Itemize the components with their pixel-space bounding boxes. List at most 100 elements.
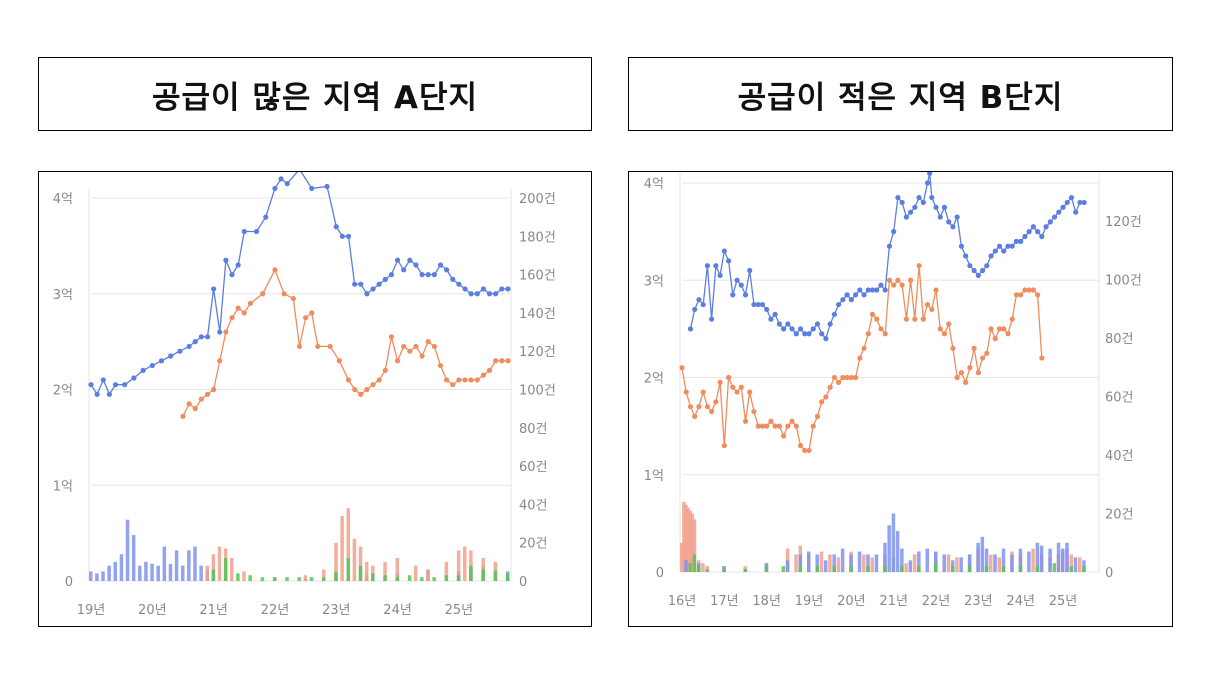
data-point bbox=[382, 276, 388, 282]
data-point bbox=[696, 404, 702, 410]
bar bbox=[688, 510, 692, 572]
bar bbox=[168, 563, 173, 581]
data-point bbox=[1043, 224, 1049, 230]
data-point bbox=[364, 386, 370, 393]
bar bbox=[874, 554, 879, 572]
data-point bbox=[772, 311, 778, 317]
data-point bbox=[122, 382, 128, 388]
bar bbox=[1061, 548, 1065, 572]
bar bbox=[248, 575, 252, 581]
chart-b-plot: 0 1억 2억 3억 4억 0 20건 40건 60건 80건 100건 120건 16년 17년 18년 1… bbox=[644, 172, 1142, 609]
data-point bbox=[903, 214, 909, 220]
bar bbox=[900, 566, 904, 572]
data-point bbox=[1018, 292, 1024, 298]
data-point bbox=[831, 374, 838, 381]
bar bbox=[395, 558, 400, 581]
data-point bbox=[886, 243, 893, 249]
data-point bbox=[891, 282, 897, 288]
data-point bbox=[730, 384, 736, 390]
data-point bbox=[1001, 326, 1007, 332]
data-point bbox=[713, 399, 719, 405]
data-point bbox=[903, 316, 909, 322]
bar bbox=[950, 566, 955, 572]
bar bbox=[832, 554, 836, 572]
data-point bbox=[916, 263, 922, 269]
data-point bbox=[223, 257, 229, 263]
data-point bbox=[908, 277, 914, 283]
x-tick-label: 24년 bbox=[1006, 594, 1035, 609]
data-point bbox=[204, 334, 211, 340]
bar bbox=[125, 519, 130, 581]
data-point bbox=[339, 233, 345, 239]
bar bbox=[138, 565, 142, 581]
x-tick-label: 22년 bbox=[261, 603, 290, 618]
data-point bbox=[679, 365, 685, 371]
data-point bbox=[954, 214, 960, 220]
data-point bbox=[419, 353, 425, 359]
data-point bbox=[933, 287, 939, 293]
data-point bbox=[462, 286, 468, 292]
data-point bbox=[281, 291, 287, 297]
data-point bbox=[861, 292, 867, 298]
bar bbox=[383, 561, 387, 581]
bar bbox=[798, 554, 803, 572]
data-point bbox=[1035, 292, 1041, 298]
data-point bbox=[814, 321, 821, 327]
bar bbox=[828, 554, 832, 572]
bar bbox=[1001, 548, 1006, 572]
data-point bbox=[996, 243, 1003, 249]
y-left-tick-label: 3억 bbox=[53, 288, 73, 303]
data-point bbox=[937, 214, 943, 220]
data-point bbox=[1068, 194, 1075, 201]
data-point bbox=[772, 423, 778, 429]
bar bbox=[857, 551, 862, 572]
data-point bbox=[431, 343, 437, 350]
data-point bbox=[738, 384, 744, 390]
data-point bbox=[1009, 243, 1015, 249]
bar bbox=[925, 548, 930, 572]
y-left-tick-label: 2억 bbox=[53, 384, 73, 399]
bar bbox=[692, 554, 697, 572]
data-point bbox=[180, 413, 186, 419]
data-point bbox=[848, 297, 854, 303]
data-point bbox=[1026, 229, 1032, 235]
bar bbox=[223, 558, 228, 581]
bar bbox=[1018, 548, 1023, 572]
data-point bbox=[480, 286, 487, 292]
data-point bbox=[920, 199, 926, 206]
bar bbox=[297, 577, 301, 581]
data-point bbox=[992, 336, 998, 342]
data-point bbox=[272, 267, 278, 273]
data-point bbox=[869, 287, 876, 293]
data-point bbox=[996, 326, 1003, 332]
data-point bbox=[474, 377, 480, 383]
data-point bbox=[1039, 233, 1045, 240]
data-point bbox=[106, 391, 112, 397]
data-point bbox=[742, 292, 749, 298]
data-point bbox=[789, 326, 795, 332]
data-point bbox=[819, 399, 825, 405]
x-tick-label: 23년 bbox=[322, 603, 351, 618]
bar bbox=[1077, 557, 1082, 572]
chart-a-plot: 0 1억 2억 3억 4억 0 20건 40건 60건 80건 100건 120건 140건 160건 18… bbox=[53, 172, 556, 618]
data-point bbox=[302, 315, 309, 321]
data-point bbox=[1013, 238, 1020, 244]
data-point bbox=[204, 391, 211, 397]
bar bbox=[371, 573, 375, 581]
data-point bbox=[721, 442, 727, 449]
bar bbox=[420, 577, 424, 581]
data-point bbox=[793, 423, 799, 429]
data-point bbox=[437, 362, 444, 369]
data-point bbox=[1030, 224, 1036, 230]
bar bbox=[684, 504, 688, 572]
bar bbox=[785, 560, 790, 572]
data-point bbox=[836, 379, 842, 385]
data-point bbox=[413, 262, 419, 268]
bar bbox=[187, 550, 191, 581]
data-point bbox=[696, 297, 702, 303]
data-point bbox=[1022, 287, 1028, 293]
data-point bbox=[177, 348, 183, 354]
bar bbox=[967, 554, 972, 572]
data-point bbox=[823, 336, 829, 342]
bar bbox=[862, 554, 866, 572]
